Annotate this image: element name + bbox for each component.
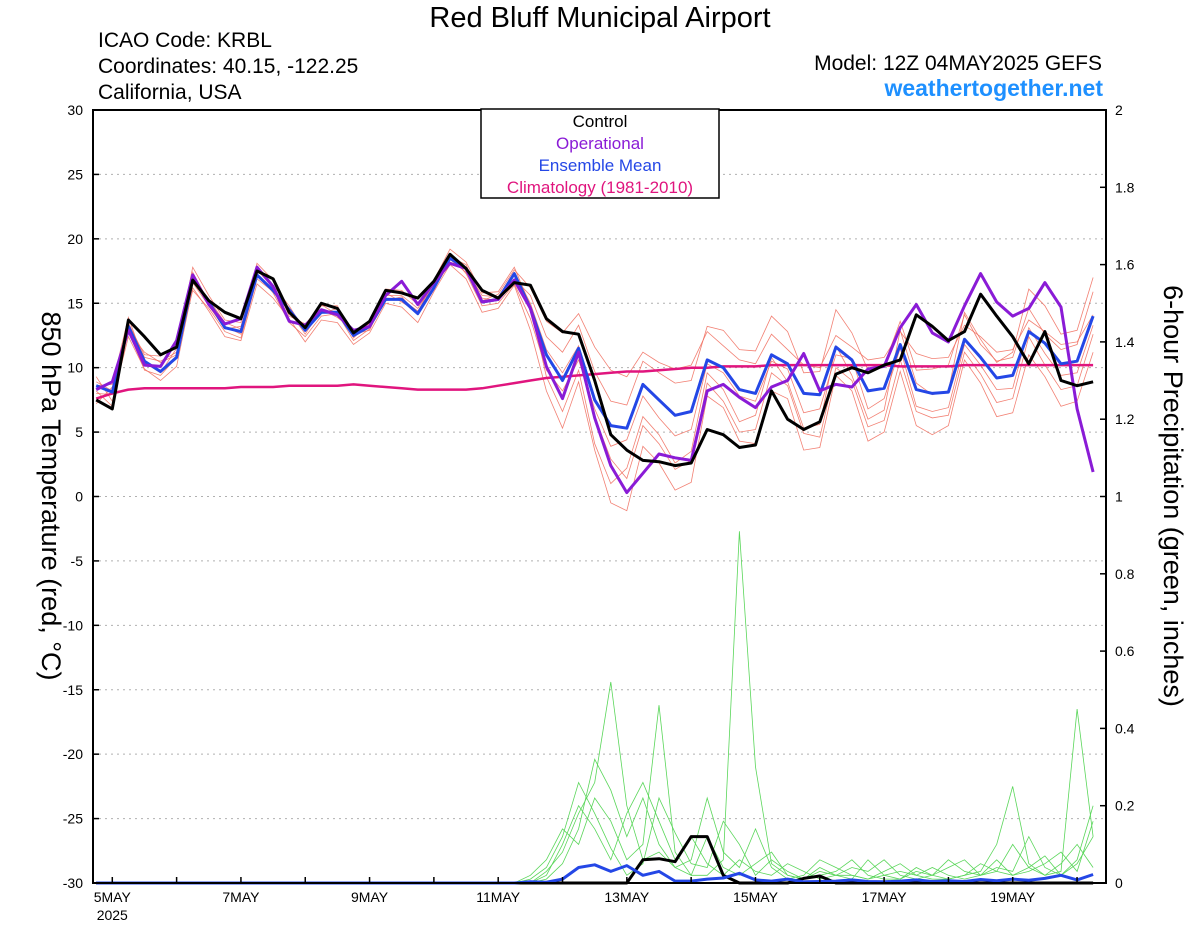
- climatology-line: [95, 363, 1094, 400]
- y-tick-label: -15: [63, 682, 83, 698]
- y2-tick-label: 1.6: [1115, 257, 1135, 273]
- ensemble-members: [95, 248, 1094, 884]
- precipitation-member-line: [96, 531, 1094, 884]
- y2-tick-label: 1.4: [1115, 334, 1135, 350]
- legend-entry: Ensemble Mean: [539, 156, 662, 175]
- y2-tick-label: 0: [1115, 875, 1123, 891]
- control-line: [95, 252, 1094, 468]
- grid: [93, 173, 1106, 820]
- legend-entry: Control: [573, 112, 628, 131]
- x-tick-label: 13MAY: [604, 889, 650, 905]
- y2-axis-label: 6-hour Precipitation (green, inches): [1158, 285, 1188, 707]
- y2-tick-label: 1.8: [1115, 179, 1135, 195]
- chart-title: Red Bluff Municipal Airport: [429, 2, 771, 34]
- y-tick-label: 30: [67, 102, 83, 118]
- y2-tick-label: 1: [1115, 489, 1123, 505]
- axis-ticks: -30-25-20-15-10-505101520253000.20.40.60…: [63, 102, 1135, 923]
- ensemble-mean-line: [95, 256, 1095, 430]
- y-axis-label: 850 hPa Temperature (red, °C): [36, 312, 66, 681]
- site-name[interactable]: weathertogether.net: [884, 75, 1103, 101]
- region: California, USA: [98, 81, 242, 104]
- y-tick-label: 20: [67, 231, 83, 247]
- x-tick-label: 19MAY: [990, 889, 1036, 905]
- precipitation-member-line: [96, 705, 1094, 884]
- legend-entry: Operational: [556, 134, 644, 153]
- y-tick-label: 0: [75, 489, 83, 505]
- legend-entry: Climatology (1981-2010): [507, 178, 693, 197]
- series-lines: [95, 252, 1095, 885]
- y2-tick-label: 0.8: [1115, 566, 1135, 582]
- y2-tick-label: 0.6: [1115, 643, 1135, 659]
- y2-tick-label: 2: [1115, 102, 1123, 118]
- x-tick-label: 17MAY: [862, 889, 908, 905]
- y2-tick-label: 0.4: [1115, 720, 1135, 736]
- ensemble-mean-precip-line: [96, 863, 1094, 885]
- y-tick-label: -20: [63, 746, 83, 762]
- y-tick-label: -30: [63, 875, 83, 891]
- legend: Control Operational Ensemble Mean Climatolo…: [480, 108, 720, 199]
- y2-tick-label: 0.2: [1115, 798, 1135, 814]
- model-run: Model: 12Z 04MAY2025 GEFS: [814, 52, 1102, 75]
- y-tick-label: 5: [75, 424, 83, 440]
- y-tick-label: 15: [67, 295, 83, 311]
- y2-tick-label: 1.2: [1115, 411, 1135, 427]
- x-tick-label: 5MAY: [94, 889, 132, 905]
- temperature-member-line: [95, 263, 1094, 512]
- x-tick-label: 7MAY: [222, 889, 260, 905]
- x-year-label: 2025: [97, 907, 128, 923]
- x-tick-label: 15MAY: [733, 889, 779, 905]
- control-precip-line: [96, 835, 1094, 885]
- x-tick-label: 9MAY: [351, 889, 389, 905]
- x-tick-label: 11MAY: [476, 889, 520, 905]
- y-tick-label: -5: [71, 553, 84, 569]
- y-tick-label: -10: [63, 617, 83, 633]
- y-tick-label: 25: [67, 166, 83, 182]
- y-tick-label: -25: [63, 811, 83, 827]
- icao-code: ICAO Code: KRBL: [98, 29, 272, 52]
- y-tick-label: 10: [67, 360, 83, 376]
- coordinates: Coordinates: 40.15, -122.25: [98, 55, 359, 78]
- legend-box: [480, 108, 720, 199]
